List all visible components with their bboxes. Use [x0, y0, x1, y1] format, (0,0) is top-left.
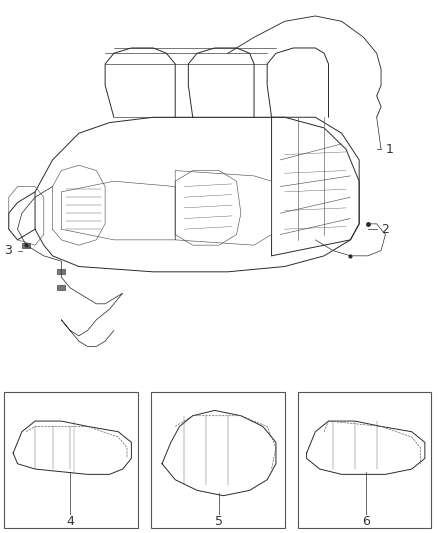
- Bar: [4, 392, 138, 528]
- Bar: [298, 392, 431, 528]
- Bar: [57, 269, 65, 274]
- Text: 1: 1: [385, 143, 393, 156]
- Text: 3: 3: [4, 244, 12, 257]
- Text: 4: 4: [66, 515, 74, 528]
- Text: 5: 5: [215, 515, 223, 528]
- Bar: [57, 285, 65, 290]
- Text: 2: 2: [381, 223, 389, 236]
- Bar: [151, 392, 285, 528]
- Bar: [22, 243, 30, 248]
- Text: 6: 6: [362, 515, 370, 528]
